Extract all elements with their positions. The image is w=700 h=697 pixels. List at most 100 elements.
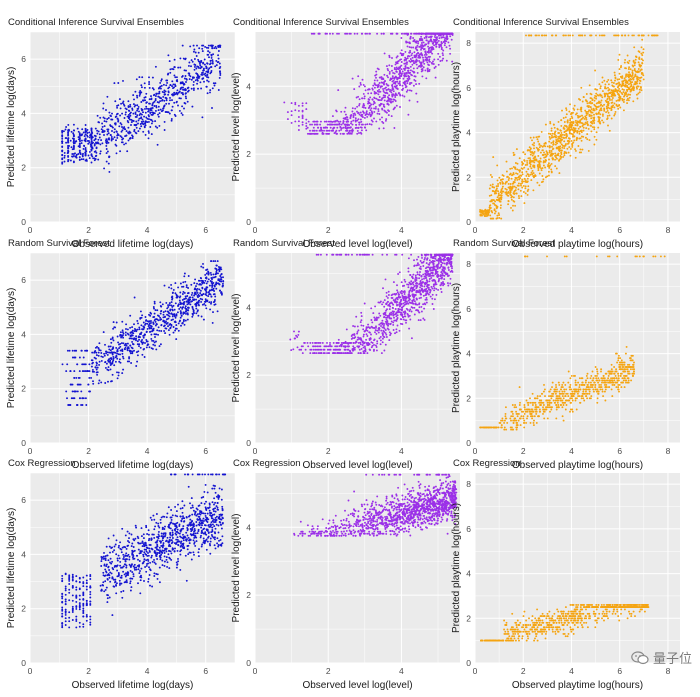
data-point bbox=[623, 101, 625, 103]
data-point bbox=[219, 45, 221, 47]
data-point bbox=[421, 257, 423, 259]
data-point bbox=[565, 34, 567, 36]
data-point bbox=[438, 64, 440, 66]
data-point bbox=[210, 274, 212, 276]
data-point bbox=[205, 71, 207, 73]
data-point bbox=[420, 39, 422, 41]
data-point bbox=[65, 137, 67, 139]
data-point bbox=[431, 46, 433, 48]
data-point bbox=[361, 129, 363, 131]
data-point bbox=[159, 100, 161, 102]
data-point bbox=[560, 119, 562, 121]
data-point bbox=[298, 125, 300, 127]
data-point bbox=[617, 108, 619, 110]
data-point bbox=[500, 207, 502, 209]
data-point bbox=[209, 52, 211, 54]
data-point bbox=[390, 100, 392, 102]
data-point bbox=[160, 330, 162, 332]
data-point bbox=[572, 142, 574, 144]
data-point bbox=[152, 102, 154, 104]
data-point bbox=[294, 103, 296, 105]
data-point bbox=[541, 169, 543, 171]
data-point bbox=[163, 100, 165, 102]
data-point bbox=[624, 34, 626, 36]
data-point bbox=[627, 94, 629, 96]
data-point bbox=[75, 350, 77, 352]
data-point bbox=[399, 84, 401, 86]
data-point bbox=[102, 108, 104, 110]
data-point bbox=[91, 352, 93, 354]
data-point bbox=[100, 352, 102, 354]
data-point bbox=[352, 120, 354, 122]
data-point bbox=[507, 176, 509, 178]
data-point bbox=[599, 101, 601, 103]
data-point bbox=[527, 194, 529, 196]
data-point bbox=[88, 363, 90, 365]
data-point bbox=[112, 359, 114, 361]
data-point bbox=[143, 322, 145, 324]
data-point bbox=[523, 191, 525, 193]
data-point bbox=[208, 291, 210, 293]
data-point bbox=[104, 130, 106, 132]
data-point bbox=[564, 145, 566, 147]
data-point bbox=[104, 344, 106, 346]
data-point bbox=[95, 155, 97, 157]
data-point bbox=[162, 303, 164, 305]
data-point bbox=[161, 85, 163, 87]
data-point bbox=[572, 112, 574, 114]
data-point bbox=[121, 342, 123, 344]
data-point bbox=[558, 146, 560, 148]
data-point bbox=[174, 321, 176, 323]
data-point bbox=[338, 124, 340, 126]
data-point bbox=[91, 147, 93, 149]
data-point bbox=[539, 173, 541, 175]
data-point bbox=[142, 335, 144, 337]
data-point bbox=[108, 142, 110, 144]
data-point bbox=[406, 82, 408, 84]
data-point bbox=[98, 121, 100, 123]
data-point bbox=[507, 203, 509, 205]
data-point bbox=[354, 113, 356, 115]
data-point bbox=[122, 100, 124, 102]
data-point bbox=[176, 297, 178, 299]
data-point bbox=[575, 157, 577, 159]
data-point bbox=[590, 102, 592, 104]
data-point bbox=[337, 124, 339, 126]
data-point bbox=[111, 136, 113, 138]
data-point bbox=[527, 178, 529, 180]
data-point bbox=[489, 214, 491, 216]
data-point bbox=[194, 69, 196, 71]
data-point bbox=[193, 45, 195, 47]
data-point bbox=[364, 117, 366, 119]
data-point bbox=[196, 45, 198, 47]
data-point bbox=[200, 61, 202, 63]
data-point bbox=[378, 110, 380, 112]
data-point bbox=[67, 145, 69, 147]
data-point bbox=[566, 135, 568, 137]
data-point bbox=[498, 194, 500, 196]
data-point bbox=[73, 124, 75, 126]
data-point bbox=[189, 303, 191, 305]
data-point bbox=[209, 285, 211, 287]
data-point bbox=[551, 150, 553, 152]
data-point bbox=[613, 115, 615, 117]
data-point bbox=[551, 154, 553, 156]
data-point bbox=[145, 316, 147, 318]
data-point bbox=[416, 64, 418, 66]
data-point bbox=[114, 128, 116, 130]
data-point bbox=[137, 329, 139, 331]
data-point bbox=[305, 125, 307, 127]
data-point bbox=[67, 160, 69, 162]
data-point bbox=[336, 110, 338, 112]
data-point bbox=[105, 121, 107, 123]
data-point bbox=[617, 34, 619, 36]
data-point bbox=[154, 112, 156, 114]
data-point bbox=[442, 36, 444, 38]
data-point bbox=[126, 345, 128, 347]
data-point bbox=[201, 283, 203, 285]
data-point bbox=[139, 128, 141, 130]
chart-panel: Conditional Inference Survival Ensembles… bbox=[227, 12, 470, 256]
data-point bbox=[180, 325, 182, 327]
data-point bbox=[442, 50, 444, 52]
data-point bbox=[540, 161, 542, 163]
